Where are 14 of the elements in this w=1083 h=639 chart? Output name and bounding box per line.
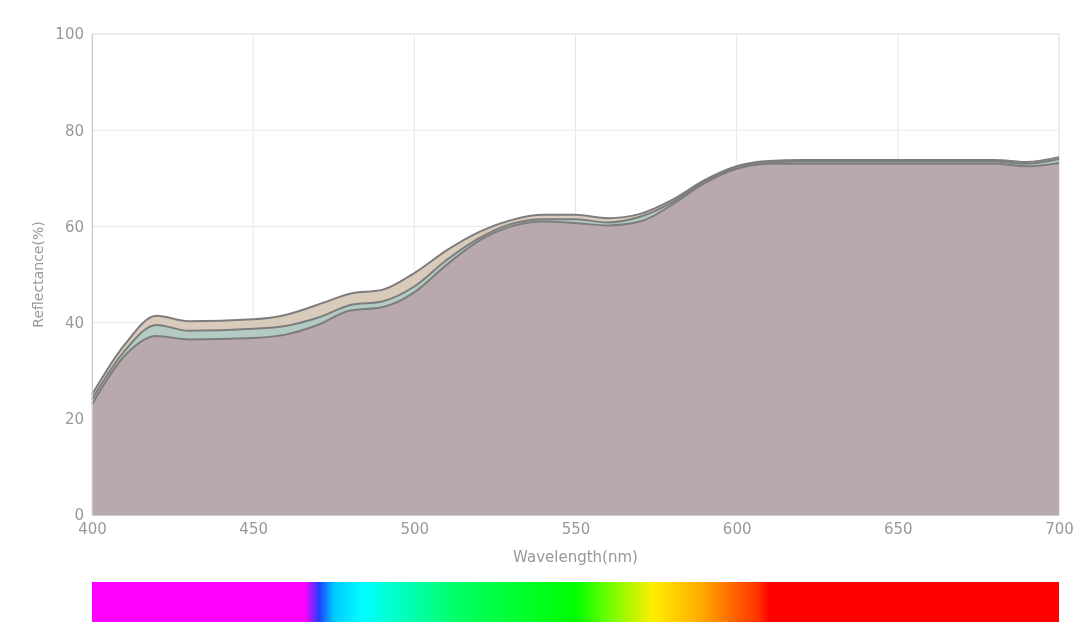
x-tick-label: 400 bbox=[78, 519, 107, 538]
x-tick-label: 450 bbox=[239, 519, 268, 538]
y-tick-label: 100 bbox=[55, 25, 84, 44]
x-tick-label: 700 bbox=[1045, 519, 1074, 538]
x-tick-label: 500 bbox=[400, 519, 430, 538]
x-tick-label: 650 bbox=[884, 519, 913, 538]
y-tick-label: 40 bbox=[64, 313, 84, 332]
y-tick-label: 80 bbox=[64, 121, 84, 140]
y-tick-label: 60 bbox=[64, 217, 84, 236]
y-axis-title: Reflectance(%) bbox=[30, 221, 46, 328]
y-tick-label: 20 bbox=[64, 410, 84, 429]
x-axis-title: Wavelength(nm) bbox=[513, 548, 638, 566]
x-tick-label: 550 bbox=[561, 519, 591, 538]
x-tick-label: 600 bbox=[722, 519, 752, 538]
